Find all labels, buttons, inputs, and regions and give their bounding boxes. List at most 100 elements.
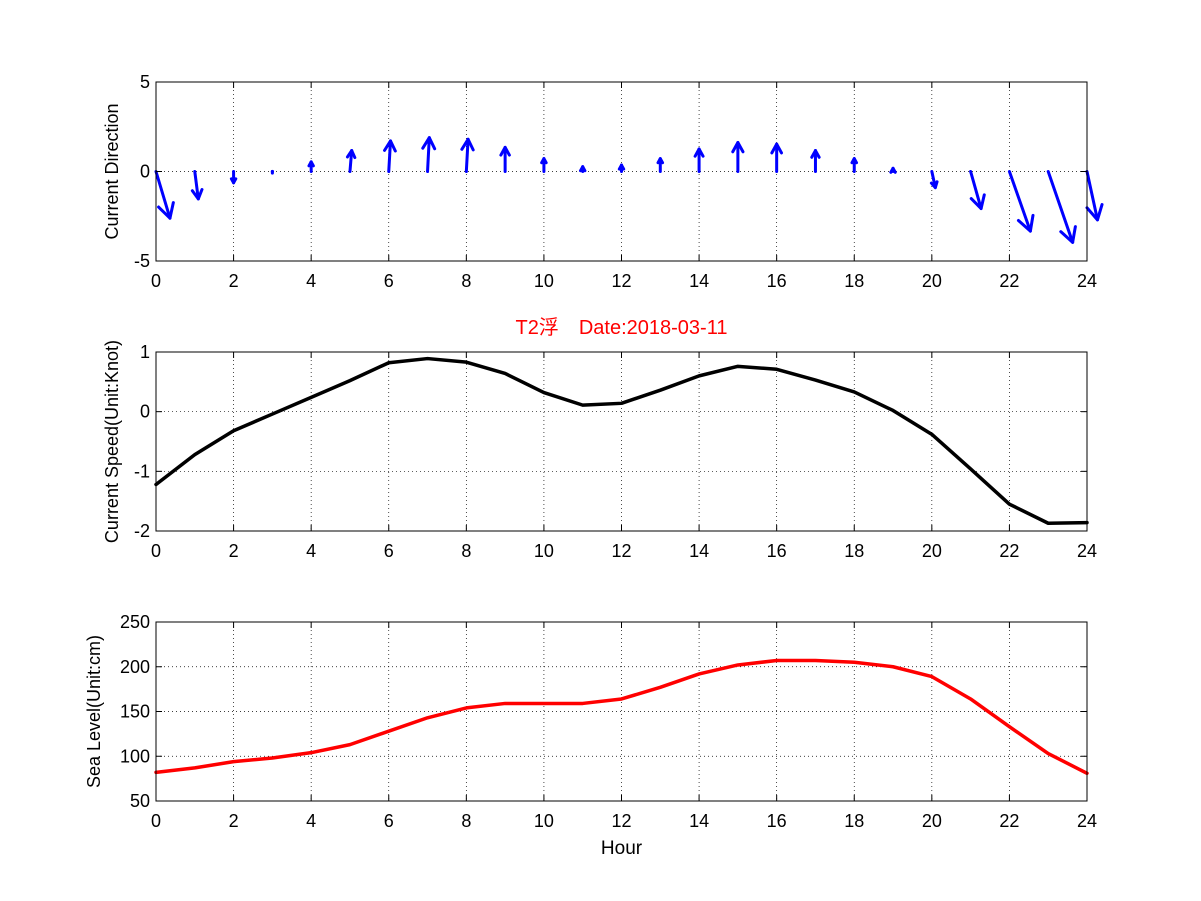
direction-arrow-shaft [387, 139, 392, 173]
direction-arrow-head [850, 157, 859, 165]
direction-arrow-head [540, 157, 548, 165]
direction-xtick-label: 0 [151, 271, 161, 291]
sea-level-ytick-label: 100 [120, 746, 150, 766]
direction-arrow-head [307, 160, 315, 168]
direction-arrow [460, 137, 475, 173]
speed-ytick-label: -1 [134, 461, 150, 481]
speed-xtick-label: 2 [229, 541, 239, 561]
speed-xtick-label: 12 [611, 541, 631, 561]
direction-xtick-label: 14 [689, 271, 709, 291]
direction-xtick-label: 22 [999, 271, 1019, 291]
direction-arrow [1007, 170, 1035, 233]
direction-arrow-shaft [1085, 170, 1099, 222]
sea-level-ytick-label: 50 [130, 791, 150, 811]
sea-level-ytick-label: 250 [120, 612, 150, 632]
speed-xtick-label: 16 [767, 541, 787, 561]
direction-arrow-head [1085, 203, 1104, 222]
sea-level-xtick-label: 14 [689, 811, 709, 831]
direction-arrow [693, 147, 705, 173]
direction-arrow [499, 145, 511, 173]
direction-arrow-head [617, 163, 626, 171]
direction-arrow [770, 142, 783, 173]
direction-arrow [229, 170, 238, 185]
direction-arrow [1046, 170, 1077, 244]
direction-arrow-head [499, 145, 511, 157]
direction-arrow-head [770, 142, 783, 155]
direction-xtick-label: 18 [844, 271, 864, 291]
direction-xtick-label: 16 [767, 271, 787, 291]
direction-arrow-head [656, 157, 665, 165]
direction-arrow-head [460, 137, 475, 152]
direction-arrow-head [190, 188, 204, 201]
direction-arrow-head [229, 177, 238, 185]
direction-arrow [889, 166, 897, 174]
direction-arrow-head [929, 180, 939, 190]
direction-arrow [810, 149, 821, 173]
direction-arrow-shaft [348, 149, 354, 173]
speed-xtick-label: 4 [306, 541, 316, 561]
direction-arrow-head [579, 165, 587, 173]
sea-level-ytick-label: 150 [120, 702, 150, 722]
direction-arrow [579, 165, 587, 173]
direction-arrow [969, 170, 986, 211]
direction-arrow [190, 170, 204, 201]
direction-arrow-shaft [969, 170, 983, 211]
sea-level-series-line [154, 658, 1089, 776]
chart-title: T2浮 Date:2018-03-11 [516, 316, 728, 339]
direction-arrow [540, 157, 548, 173]
direction-arrow [731, 141, 745, 173]
speed-xtick-label: 14 [689, 541, 709, 561]
direction-ytick-label: 5 [140, 72, 150, 92]
direction-arrow-head [810, 149, 821, 159]
speed-ylabel: Current Speed(Unit:Knot) [102, 340, 122, 543]
direction-arrow-shaft [193, 170, 200, 201]
direction-arrow-head [1059, 225, 1077, 244]
direction-xtick-label: 12 [611, 271, 631, 291]
sea-level-xtick-label: 22 [999, 811, 1019, 831]
direction-arrow-head [345, 149, 357, 160]
sea-level-xtick-label: 10 [534, 811, 554, 831]
direction-arrow [850, 157, 859, 173]
direction-arrow [929, 170, 939, 190]
direction-arrow [1085, 170, 1104, 222]
direction-xtick-label: 24 [1077, 271, 1097, 291]
direction-arrow-shaft [1046, 170, 1075, 244]
direction-xtick-label: 8 [461, 271, 471, 291]
speed-xtick-label: 20 [922, 541, 942, 561]
direction-ytick-label: -5 [134, 251, 150, 271]
direction-arrow [154, 170, 175, 220]
speed-xtick-label: 24 [1077, 541, 1097, 561]
direction-ytick-label: 0 [140, 162, 150, 182]
direction-xtick-label: 4 [306, 271, 316, 291]
direction-arrow-head [383, 139, 397, 153]
direction-arrow-head [421, 136, 437, 151]
speed-xtick-label: 22 [999, 541, 1019, 561]
speed-series-line [154, 356, 1089, 525]
direction-arrow [383, 139, 397, 173]
sea-level-xtick-label: 12 [611, 811, 631, 831]
sea-level-xtick-label: 20 [922, 811, 942, 831]
speed-xtick-label: 6 [384, 541, 394, 561]
direction-ylabel: Current Direction [102, 103, 122, 239]
speed-xtick-label: 10 [534, 541, 554, 561]
sea-level-xtick-label: 18 [844, 811, 864, 831]
sea-level-xtick-label: 24 [1077, 811, 1097, 831]
direction-xtick-label: 10 [534, 271, 554, 291]
direction-arrow [656, 157, 665, 173]
speed-xtick-label: 0 [151, 541, 161, 561]
direction-arrow [617, 163, 626, 173]
speed-ytick-label: 0 [140, 402, 150, 422]
direction-arrow-head [731, 141, 745, 154]
direction-arrow [307, 160, 315, 173]
sea-level-xtick-label: 16 [767, 811, 787, 831]
direction-arrow [345, 149, 357, 173]
speed-ytick-label: 1 [140, 342, 150, 362]
sea-level-xtick-label: 4 [306, 811, 316, 831]
speed-ytick-label: -2 [134, 521, 150, 541]
direction-arrow-head [969, 193, 986, 211]
sea-level-ylabel: Sea Level(Unit:cm) [84, 635, 104, 788]
